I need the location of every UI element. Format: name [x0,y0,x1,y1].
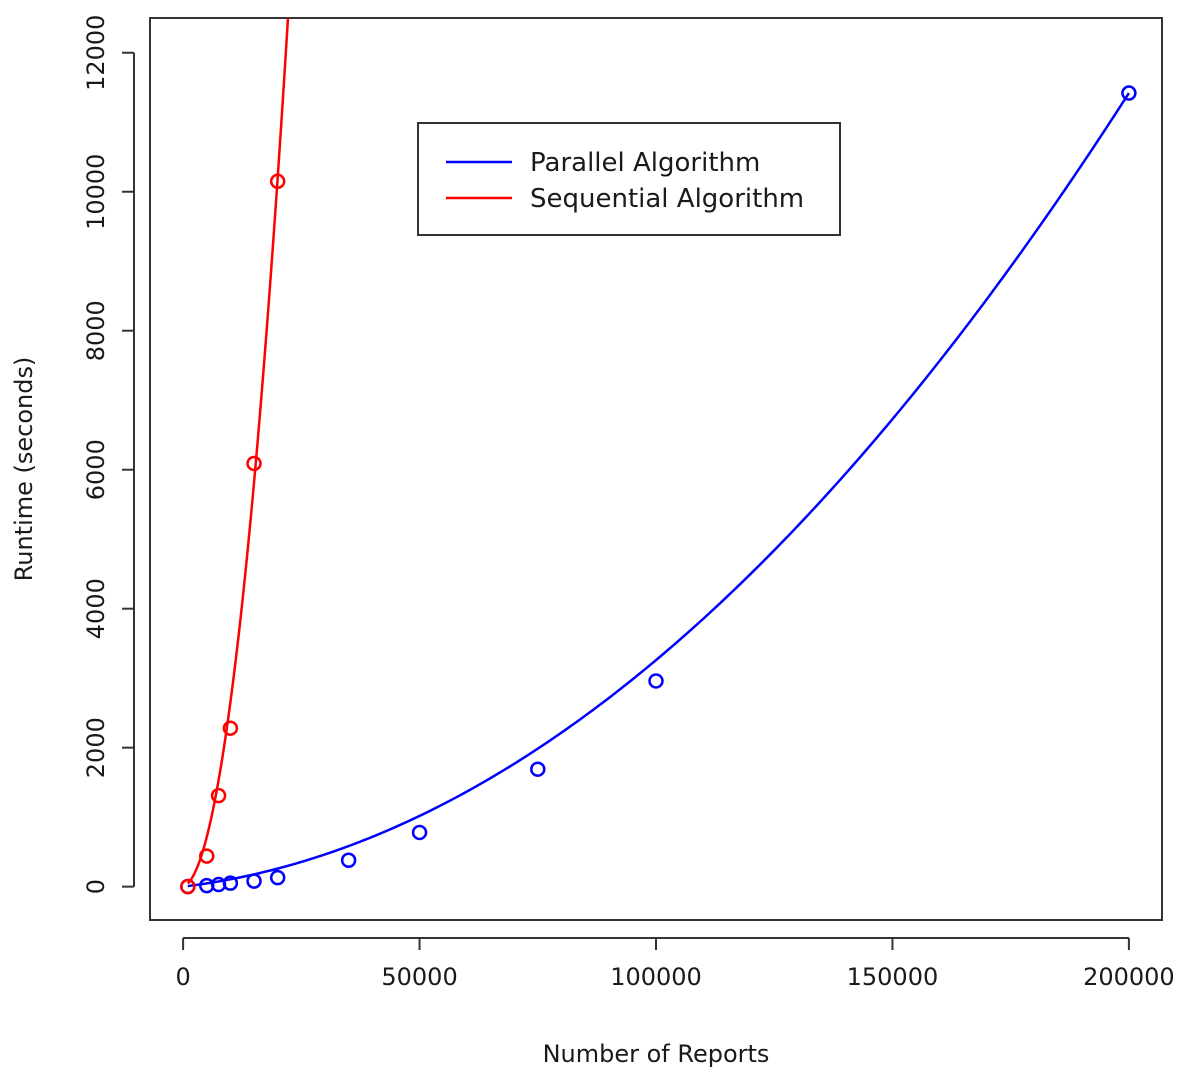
data-point-sequential-algorithm [180,878,196,895]
legend-box [417,122,841,236]
x-axis-label: Number of Reports [543,1040,770,1068]
data-point-parallel-algorithm [1121,85,1137,101]
data-point-parallel-algorithm [222,875,239,891]
y-tick-label: 10000 [82,154,110,230]
plot-box [149,17,1163,921]
x-tick-label: 100000 [610,963,702,991]
x-tick-label: 150000 [847,963,939,991]
y-tick-label: 4000 [82,578,110,639]
y-tick-label: 12000 [82,15,110,91]
data-point-parallel-algorithm [340,852,357,868]
legend-label-parallel: Parallel Algorithm [530,148,760,178]
x-tick-label: 0 [175,963,190,991]
data-point-parallel-algorithm [411,824,428,841]
data-point-parallel-algorithm [530,761,546,777]
y-axis: 0 2000 4000 6000 8000 10000 12000 [82,15,135,894]
data-point-sequential-algorithm [222,720,239,736]
data-point-parallel-algorithm [246,873,262,889]
series-layer [180,18,1137,895]
data-point-sequential-algorithm [246,455,262,472]
x-tick-label: 200000 [1083,963,1175,991]
y-tick-label: 2000 [82,717,110,778]
x-axis: 0 50000 100000 150000 200000 [175,937,1175,991]
data-point-sequential-algorithm [198,848,215,864]
fit-line-parallel-algorithm [187,92,1130,888]
y-tick-label: 8000 [82,300,110,361]
data-point-parallel-algorithm [648,673,664,689]
legend: Parallel Algorithm Sequential Algorithm [417,122,841,236]
y-axis-label: Runtime (seconds) [10,357,38,582]
data-point-parallel-algorithm [269,869,286,886]
x-tick-label: 50000 [381,963,457,991]
data-point-sequential-algorithm [269,173,286,190]
legend-label-sequential: Sequential Algorithm [530,184,804,214]
data-point-sequential-algorithm [210,787,227,804]
y-tick-label: 0 [82,879,110,894]
fit-line-sequential-algorithm [186,18,290,885]
y-tick-label: 6000 [82,439,110,500]
